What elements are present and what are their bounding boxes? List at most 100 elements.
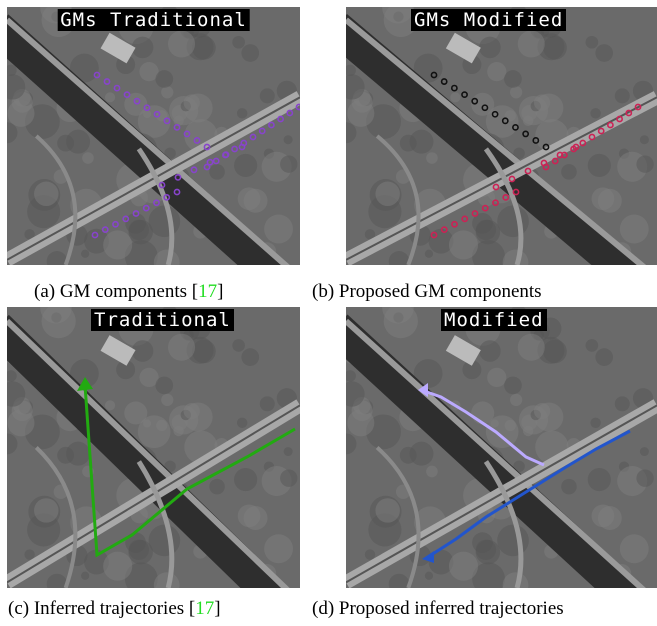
- gm-component: [143, 104, 151, 112]
- arrow-head: [418, 383, 428, 397]
- image-panel: Traditional: [7, 307, 300, 588]
- texture: [479, 36, 501, 59]
- gm-component: [522, 130, 530, 138]
- texture: [66, 441, 91, 466]
- texture: [595, 348, 614, 366]
- texture: [167, 333, 196, 361]
- texture: [428, 549, 454, 575]
- texture: [34, 498, 59, 523]
- gm-component: [481, 204, 489, 212]
- caption-text: (d) Proposed inferred trajectories: [312, 598, 564, 619]
- gm-component: [440, 78, 448, 85]
- gm-component: [481, 104, 489, 112]
- texture: [24, 549, 35, 560]
- caption-close: ]: [214, 598, 221, 619]
- texture: [504, 376, 522, 395]
- texture: [264, 534, 294, 564]
- texture: [479, 340, 501, 362]
- texture: [183, 402, 200, 420]
- texture: [173, 425, 184, 437]
- gm-component: [231, 145, 238, 153]
- texture: [116, 360, 136, 380]
- texture: [636, 155, 654, 173]
- building: [100, 32, 136, 64]
- road-divider: [346, 96, 657, 261]
- gm-component: [203, 143, 211, 151]
- texture: [259, 396, 275, 412]
- texture: [124, 240, 158, 265]
- texture: [131, 340, 154, 362]
- texture: [346, 433, 357, 455]
- texture: [472, 562, 505, 588]
- texture: [375, 498, 400, 523]
- texture: [424, 571, 434, 580]
- texture: [137, 105, 171, 138]
- texture: [173, 115, 184, 127]
- texture: [124, 401, 148, 425]
- texture: [104, 92, 116, 103]
- texture: [388, 251, 410, 265]
- gm-component: [597, 127, 605, 135]
- gm-component: [112, 220, 119, 228]
- texture: [614, 396, 630, 412]
- texture: [209, 164, 225, 180]
- texture: [413, 53, 443, 83]
- citation[interactable]: 17: [195, 598, 215, 619]
- texture: [517, 333, 545, 361]
- texture: [426, 465, 438, 478]
- gm-component: [122, 215, 130, 223]
- texture: [590, 417, 601, 429]
- gm-component: [471, 97, 479, 105]
- texture: [81, 249, 90, 258]
- gm-component: [267, 121, 275, 129]
- gm-component: [461, 215, 469, 223]
- gm-component: [142, 204, 150, 212]
- texture: [471, 92, 495, 116]
- ramp: [375, 446, 421, 588]
- texture: [462, 360, 482, 380]
- texture: [241, 44, 260, 62]
- texture: [234, 468, 258, 492]
- ramp: [375, 134, 421, 265]
- gm-component: [212, 157, 220, 165]
- arrow-head: [422, 551, 434, 563]
- texture: [34, 181, 59, 207]
- texture: [614, 88, 630, 104]
- texture: [7, 370, 17, 382]
- aerial-image: [7, 7, 300, 265]
- texture: [475, 219, 497, 241]
- gm-component: [93, 71, 101, 79]
- road: [7, 17, 290, 265]
- gm-component: [163, 117, 171, 125]
- gm-component: [625, 109, 633, 117]
- texture: [243, 506, 268, 531]
- gm-component: [532, 137, 540, 144]
- texture: [69, 53, 99, 83]
- caption: (c) Inferred trajectories [17]: [8, 598, 221, 620]
- texture: [366, 104, 401, 139]
- gm-component: [616, 115, 623, 123]
- building: [445, 335, 481, 366]
- texture: [139, 367, 159, 388]
- texture: [450, 92, 461, 103]
- texture: [236, 417, 248, 429]
- aerial-image: [346, 307, 657, 588]
- image-panel: GMs Traditional: [7, 7, 300, 265]
- gm-component: [501, 117, 509, 125]
- texture: [487, 62, 507, 82]
- texture: [388, 573, 410, 588]
- texture: [382, 307, 414, 324]
- texture: [234, 153, 258, 178]
- texture: [161, 86, 174, 99]
- texture: [164, 147, 176, 160]
- citation[interactable]: 17: [198, 281, 218, 302]
- texture: [504, 70, 522, 88]
- gm-component: [492, 183, 500, 191]
- caption-close: ]: [217, 281, 224, 302]
- texture: [103, 551, 133, 581]
- gm-component: [512, 188, 520, 196]
- gm-component: [163, 193, 171, 201]
- texture: [7, 122, 18, 144]
- texture: [366, 414, 401, 450]
